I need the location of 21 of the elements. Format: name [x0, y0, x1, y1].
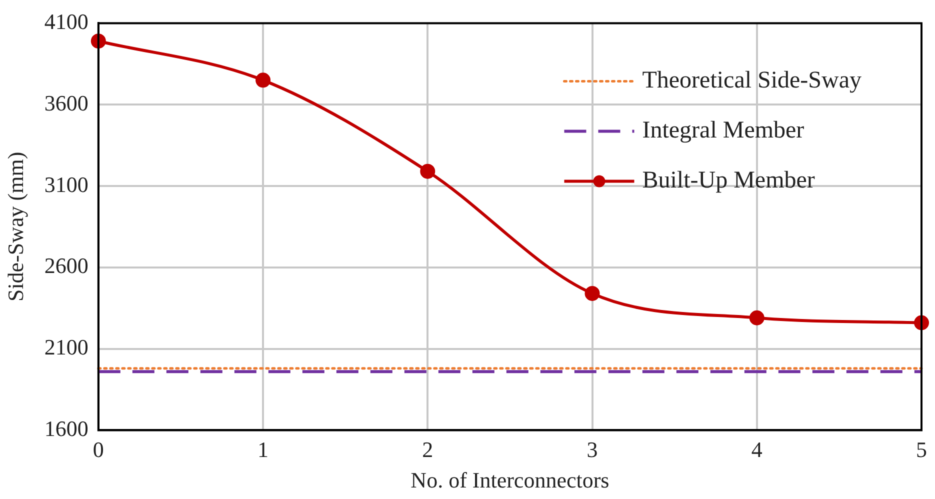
y-axis-title: Side-Sway (mm) [2, 152, 28, 302]
x-tick-label: 2 [422, 437, 434, 462]
y-tick-label: 2600 [44, 253, 88, 278]
legend-label: Theoretical Side-Sway [642, 67, 862, 94]
y-tick-label: 4100 [44, 8, 88, 34]
y-tick-label: 3100 [44, 172, 88, 197]
x-axis-title: No. of Interconnectors [410, 468, 610, 493]
x-tick-label: 1 [258, 437, 269, 462]
x-tick-label: 4 [751, 437, 762, 462]
legend-label: Integral Member [642, 117, 804, 144]
y-tick-label: 2100 [44, 334, 88, 360]
x-tick-label: 3 [586, 437, 598, 462]
point [584, 286, 600, 301]
point [420, 164, 436, 179]
x-tick-label: 5 [916, 437, 927, 462]
x-tick-label: 0 [92, 437, 104, 462]
point [749, 310, 764, 326]
y-tick-label: 1600 [44, 416, 88, 441]
point [256, 72, 271, 88]
legend-label: Built-Up Member [642, 167, 815, 194]
y-tick-label: 3600 [44, 90, 88, 116]
